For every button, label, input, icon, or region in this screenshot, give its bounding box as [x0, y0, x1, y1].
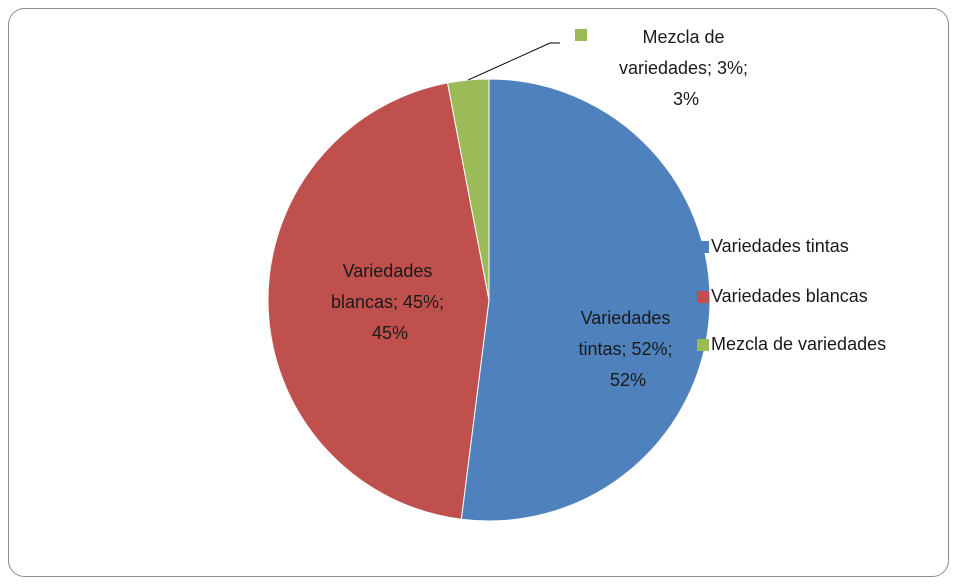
legend-marker	[697, 339, 709, 351]
legend-marker	[697, 291, 709, 303]
data-label: Variedades blancas; 45%; 45%	[331, 261, 449, 343]
legend-label: Variedades blancas	[711, 286, 868, 306]
leader-line	[467, 42, 560, 81]
pie-slice	[267, 82, 490, 520]
label-key	[575, 29, 587, 41]
legend-label: Mezcla de variedades	[711, 334, 886, 354]
data-label: Variedades tintas; 52%; 52%	[578, 308, 677, 390]
legend-label: Variedades tintas	[711, 236, 849, 256]
data-label: Mezcla de variedades; 3%; 3%	[619, 27, 753, 109]
legend-marker	[697, 241, 709, 253]
pie-slice	[460, 78, 711, 522]
